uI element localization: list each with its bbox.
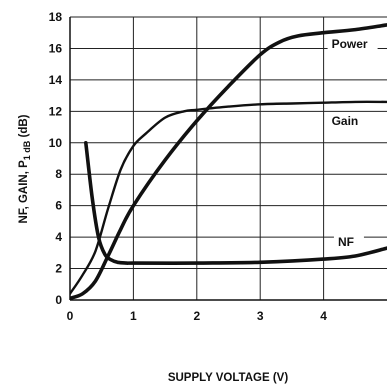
- x-axis-title: SUPPLY VOLTAGE (V): [168, 372, 289, 384]
- x-tick-label-0: 0: [67, 309, 74, 323]
- curve-label-bg-power: [327, 35, 378, 52]
- x-tick-label-3: 3: [257, 309, 264, 323]
- x-tick-label-1: 1: [130, 309, 137, 323]
- x-tick-label-2: 2: [193, 309, 200, 323]
- curve-label-power: Power: [332, 37, 368, 51]
- y-tick-label-8: 8: [55, 167, 62, 181]
- curve-label-bg-gain: [327, 112, 370, 129]
- curve-label-gain: Gain: [332, 114, 359, 128]
- y-axis-title-sub: 1 dB: [22, 140, 32, 160]
- y-tick-label-18: 18: [49, 10, 63, 24]
- series-line-gain: [70, 100, 387, 295]
- curves: [70, 23, 387, 300]
- y-tick-label-4: 4: [55, 230, 62, 244]
- curve-labels: Power Gain NF: [327, 35, 378, 250]
- y-tick-label-10: 10: [49, 136, 63, 150]
- curve-label-bg-nf: [333, 233, 364, 250]
- axes: [69, 17, 387, 301]
- y-tick-label-0: 0: [55, 293, 62, 307]
- y-axis-title-main: NF, GAIN, P: [18, 160, 30, 224]
- curve-label-nf: NF: [338, 235, 354, 249]
- y-axis-title: NF, GAIN, P1 dB (dB): [18, 114, 32, 223]
- y-tick-label-12: 12: [49, 104, 63, 118]
- series-line-nf: [84, 141, 387, 265]
- y-tick-label-14: 14: [49, 73, 63, 87]
- x-tick-label-4: 4: [320, 309, 327, 323]
- y-tick-label-16: 16: [49, 41, 63, 55]
- y-tick-label-2: 2: [55, 262, 62, 276]
- y-tick-label-6: 6: [55, 199, 62, 213]
- y-axis-title-tail: (dB): [18, 114, 30, 140]
- series-line-power: [70, 23, 387, 300]
- grid: [70, 16, 387, 300]
